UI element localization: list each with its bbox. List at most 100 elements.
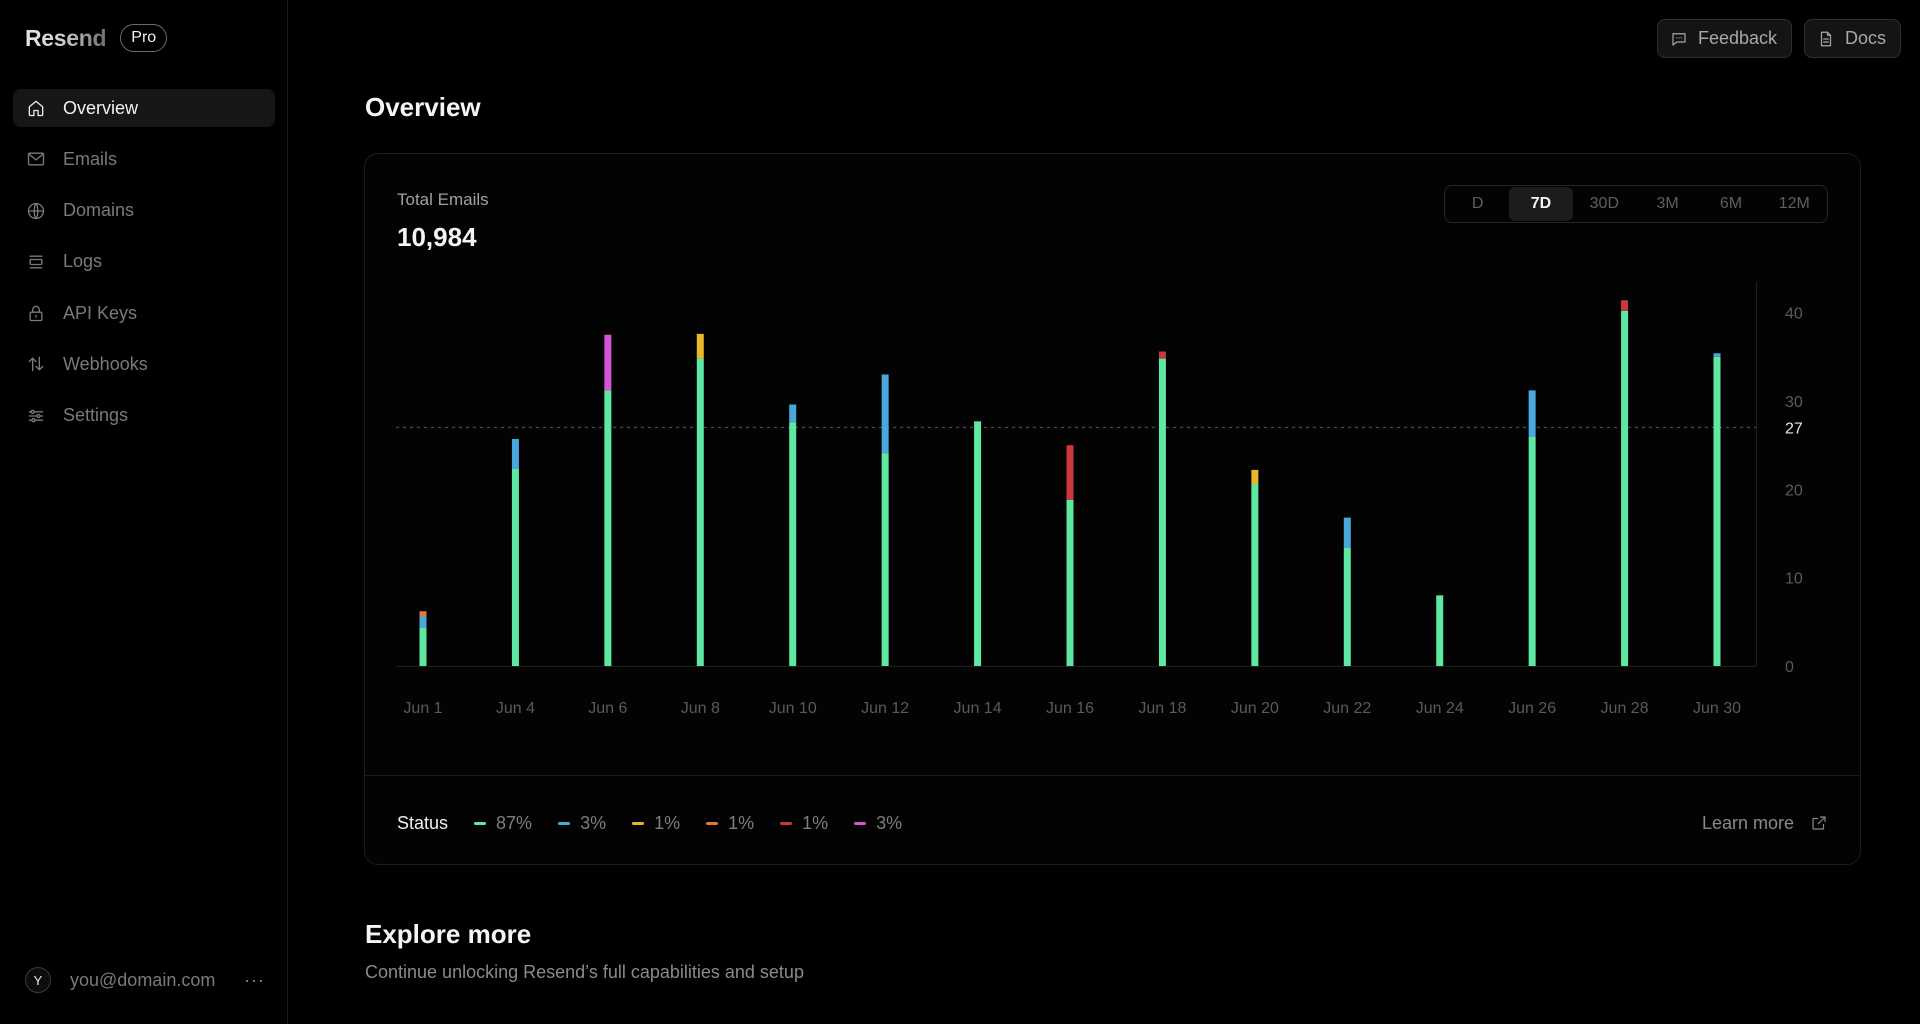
bar-segment-delivered	[1066, 499, 1074, 666]
user-menu[interactable]: Y you@domain.com ···	[25, 966, 265, 994]
x-tick-label: Jun 16	[1046, 700, 1094, 717]
bar-segment-opened	[881, 374, 889, 454]
legend-item-delayed: 1%	[632, 813, 680, 834]
x-tick-label: Jun 12	[861, 700, 909, 717]
external-link-icon	[1812, 816, 1826, 830]
total-emails-label: Total Emails	[397, 190, 489, 209]
bar-segment-complained	[419, 611, 427, 617]
bar-segment-opened	[1343, 517, 1351, 548]
sliders-icon	[25, 405, 47, 427]
bar-segment-delivered	[881, 453, 889, 666]
y-tick-label: 30	[1785, 394, 1803, 411]
legend-swatch	[854, 821, 867, 825]
legend-percent: 1%	[728, 812, 755, 833]
plan-badge: Pro	[120, 24, 168, 52]
avatar[interactable]: Y	[25, 967, 51, 993]
sidebar-item-label: Domains	[63, 200, 135, 221]
reference-line-label: 27	[1785, 421, 1803, 438]
sidebar-item-label: Overview	[63, 97, 139, 118]
x-tick-label: Jun 6	[588, 700, 627, 717]
emails-bar-chart: 0 10 20 30 40 27 Jun 1 Jun 4 Jun 6 Jun 8 Jun 10 Jun…	[396, 282, 1803, 717]
range-option-d[interactable]: D	[1471, 195, 1484, 212]
bar-segment-opened	[1713, 353, 1721, 357]
bar-segment-delivered	[1343, 547, 1351, 666]
x-tick-label: Jun 18	[1138, 700, 1186, 717]
learn-more-label: Learn more	[1701, 812, 1794, 833]
bar-segment-delivered	[789, 422, 797, 666]
bar-segment-delivered	[974, 421, 982, 666]
brand-logo[interactable]: Resend	[25, 24, 107, 51]
feedback-button[interactable]: Feedback	[1657, 19, 1792, 58]
x-tick-label: Jun 8	[681, 700, 720, 717]
chat-bubble-icon	[1672, 32, 1686, 46]
bar-segment-clicked	[604, 334, 612, 391]
bar-segment-delayed	[696, 333, 704, 359]
learn-more-link[interactable]: Learn more	[1702, 808, 1828, 838]
bar-segment-delivered	[1158, 358, 1166, 666]
legend-item-clicked: 3%	[854, 813, 902, 834]
sidebar-item-webhooks[interactable]: Webhooks	[13, 345, 275, 383]
status-label: Status	[397, 812, 449, 833]
docs-label: Docs	[1845, 28, 1887, 48]
bar-segment-delivered	[696, 358, 704, 666]
sidebar: Resend Pro Overview Emails Domains Log	[0, 0, 288, 1024]
legend-swatch	[780, 821, 793, 825]
legend-percent: 1%	[802, 812, 829, 833]
bar-segment-delivered	[1436, 595, 1444, 666]
sidebar-item-label: Webhooks	[63, 353, 148, 374]
bar-segment-delayed	[1251, 469, 1259, 485]
feedback-label: Feedback	[1698, 28, 1778, 48]
explore-more-subtitle: Continue unlocking Resend’s full capabil…	[365, 962, 804, 982]
bar-segment-opened	[511, 438, 519, 470]
range-option-6m[interactable]: 6M	[1719, 195, 1743, 212]
more-options-icon[interactable]: ···	[244, 969, 265, 990]
sidebar-item-label: Settings	[63, 405, 129, 426]
legend-swatch	[632, 821, 645, 825]
sidebar-item-api-keys[interactable]: API Keys	[13, 294, 275, 332]
legend-swatch	[558, 821, 571, 825]
legend-percent: 1%	[654, 812, 681, 833]
bar-segment-delivered	[1528, 436, 1536, 666]
y-tick-label: 20	[1785, 482, 1803, 499]
emails-chart-card: Total Emails 10,984 D 7D 30D 3M 6M 12M 0 10 20 3…	[364, 153, 1861, 865]
sidebar-item-label: API Keys	[63, 302, 138, 323]
y-tick-label: 0	[1785, 659, 1794, 676]
arrows-updown-icon	[25, 353, 47, 375]
x-tick-label: Jun 22	[1323, 700, 1371, 717]
document-icon	[1820, 31, 1832, 46]
status-legend: Status 87% 3% 1% 1% 1% 3%	[397, 808, 928, 838]
logs-icon	[25, 251, 47, 273]
sidebar-item-settings[interactable]: Settings	[13, 397, 275, 435]
bar-segment-bounced	[1066, 445, 1074, 500]
mail-icon	[25, 148, 47, 170]
x-tick-label: Jun 10	[769, 700, 817, 717]
sidebar-item-emails[interactable]: Emails	[13, 140, 275, 178]
legend-item-bounced: 1%	[780, 813, 828, 834]
sidebar-nav: Overview Emails Domains Logs API Keys	[13, 89, 275, 448]
bar-segment-bounced	[1621, 300, 1629, 311]
bar-segment-opened	[789, 404, 797, 423]
legend-item-delivered: 87%	[474, 813, 532, 834]
y-tick-label: 40	[1785, 306, 1803, 323]
range-option-3m[interactable]: 3M	[1656, 195, 1679, 212]
sidebar-item-overview[interactable]: Overview	[13, 89, 275, 127]
bar-segment-opened	[1528, 390, 1536, 437]
x-tick-label: Jun 20	[1231, 700, 1279, 717]
sidebar-item-logs[interactable]: Logs	[13, 243, 275, 281]
range-option-30d[interactable]: 30D	[1589, 195, 1619, 212]
legend-swatch	[706, 821, 719, 825]
x-tick-label: Jun 4	[496, 700, 535, 717]
user-email: you@domain.com	[70, 969, 216, 990]
range-option-12m[interactable]: 12M	[1778, 195, 1810, 212]
explore-more-title: Explore more	[365, 919, 532, 949]
page-title: Overview	[365, 92, 481, 122]
bar-segment-delivered	[511, 469, 519, 666]
bar-segment-delivered	[1251, 484, 1259, 666]
brand: Resend Pro	[25, 24, 168, 52]
docs-button[interactable]: Docs	[1804, 19, 1901, 58]
x-tick-label: Jun 30	[1693, 700, 1741, 717]
bar-segment-delivered	[604, 390, 612, 666]
sidebar-item-domains[interactable]: Domains	[13, 192, 275, 230]
legend-swatch	[474, 821, 487, 825]
range-option-7d[interactable]: 7D	[1509, 187, 1573, 221]
